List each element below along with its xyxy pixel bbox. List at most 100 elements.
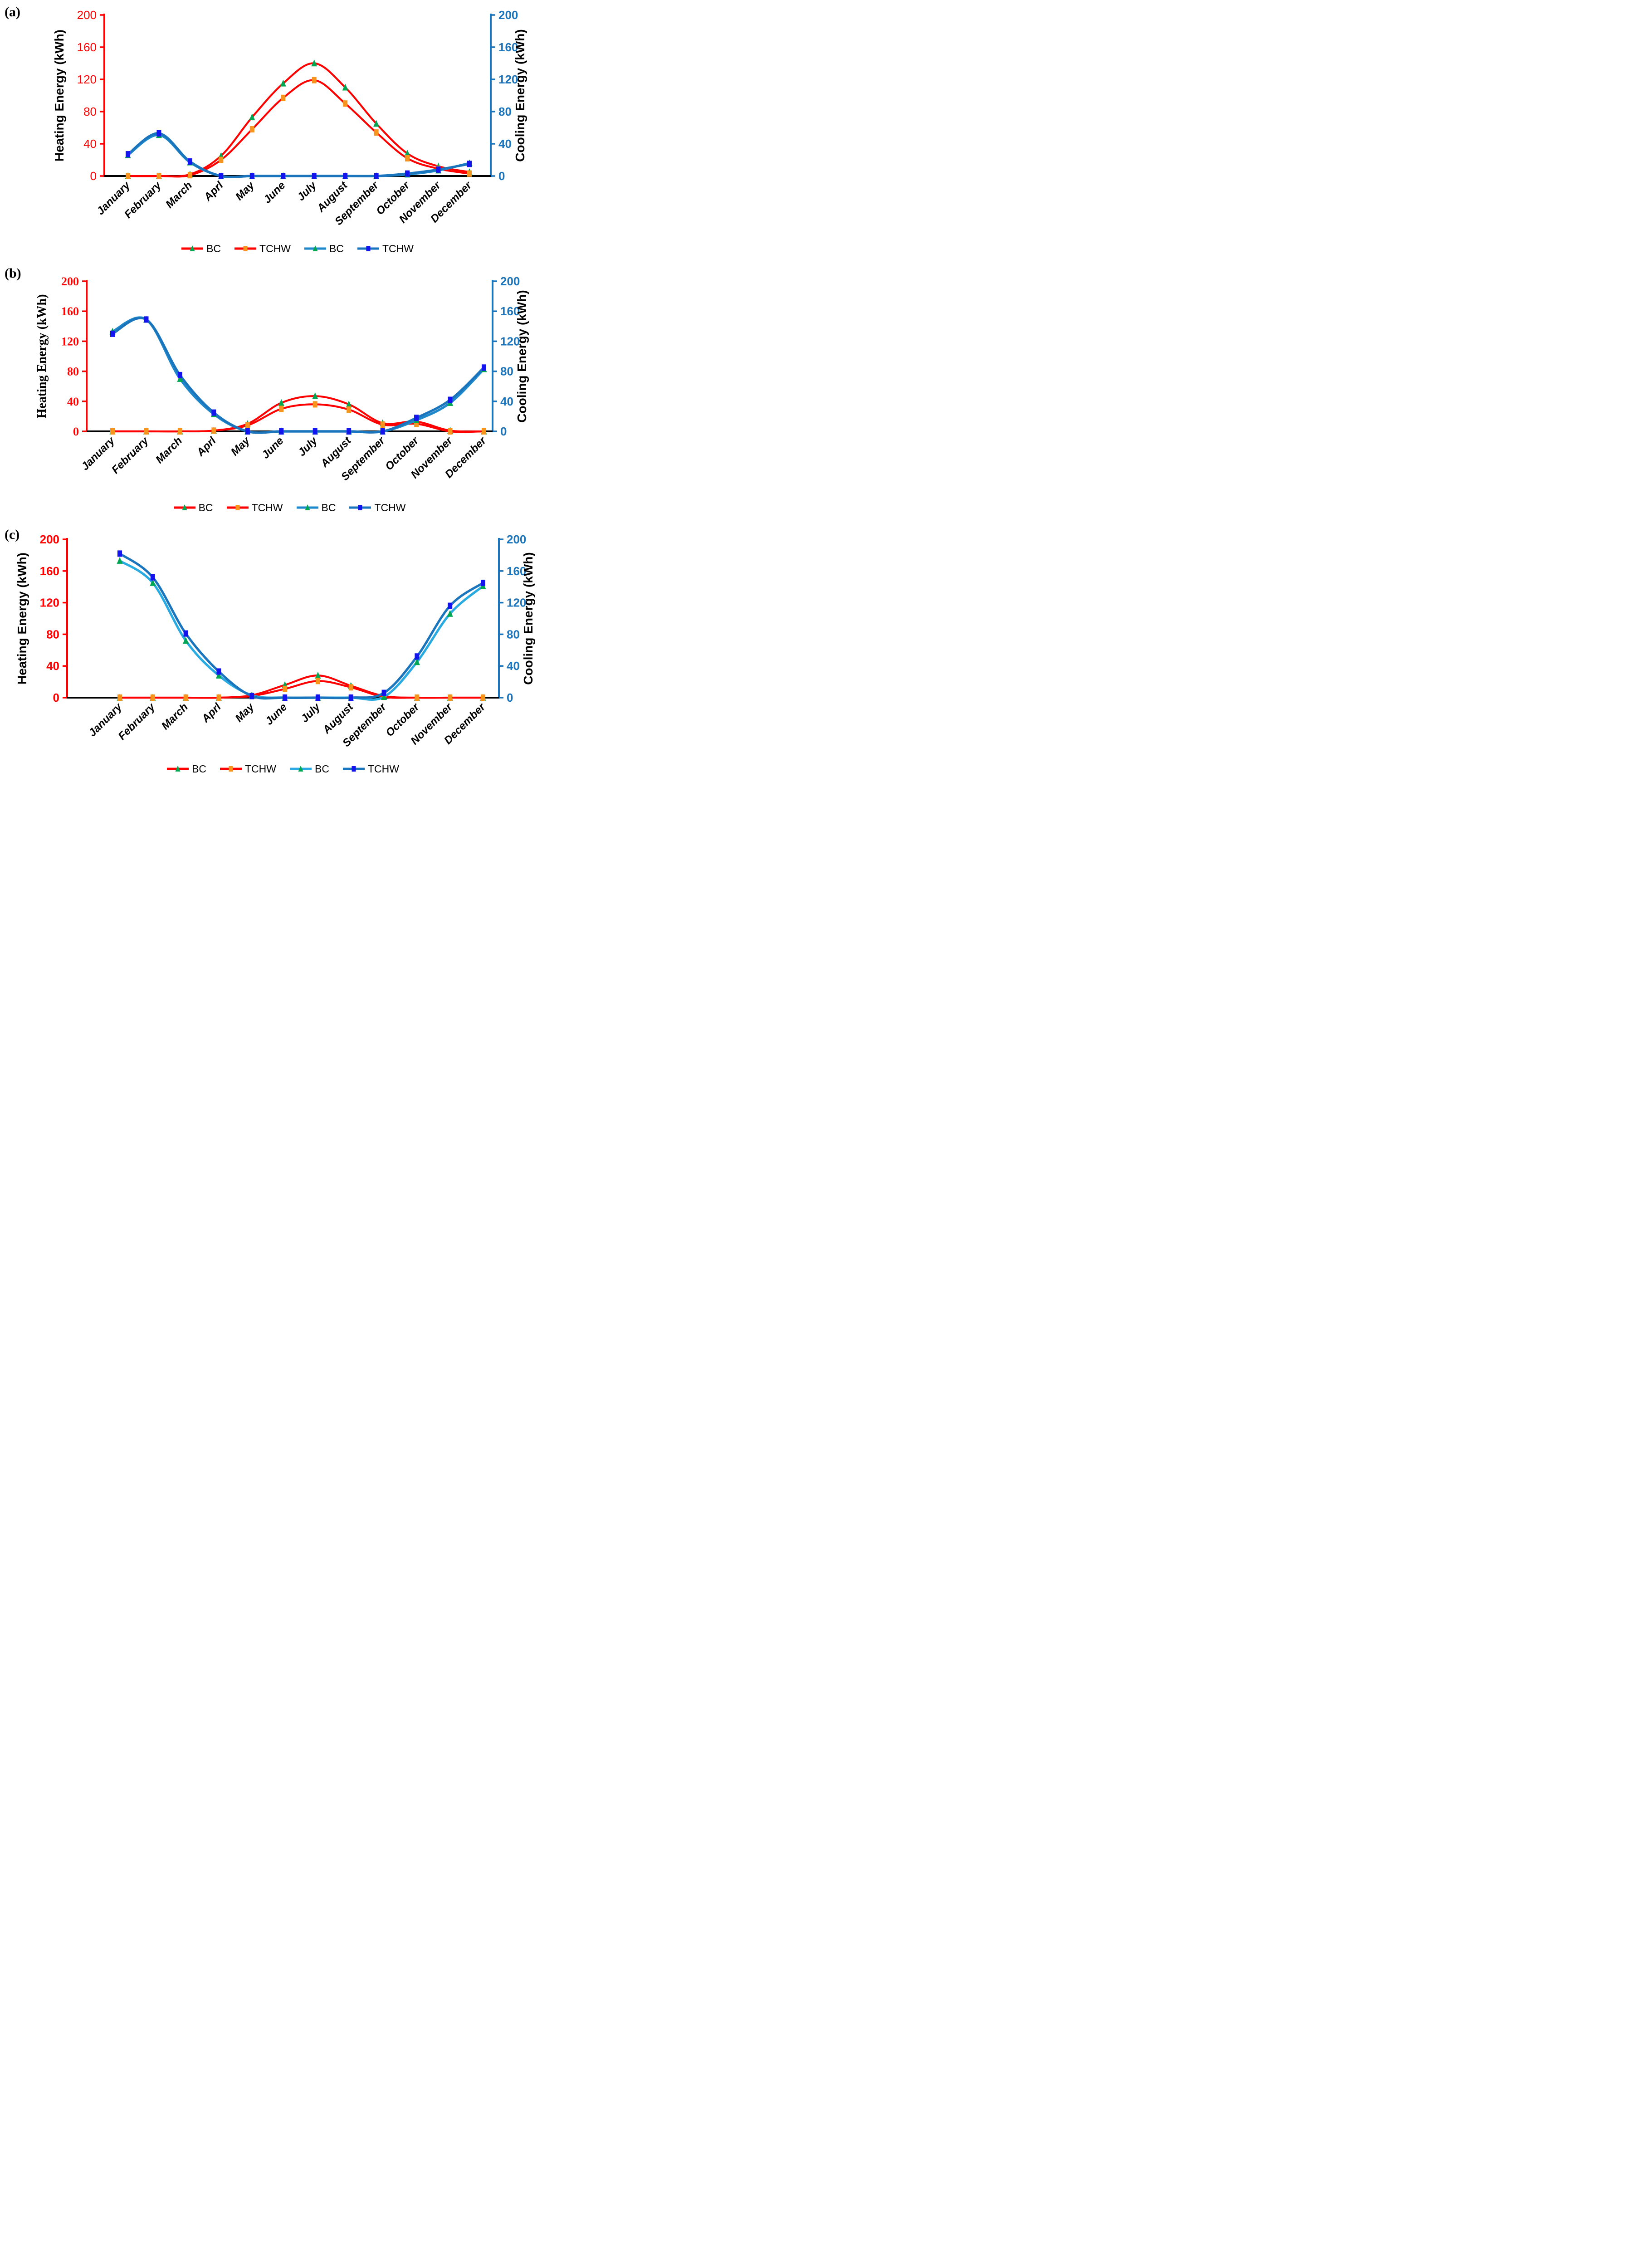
y-tick-right: 200 [498, 8, 518, 22]
data-point [126, 151, 130, 158]
y-tick-right: 120 [507, 596, 526, 610]
data-point [281, 94, 286, 101]
y-tick-right: 80 [498, 105, 512, 118]
month-label: July [296, 434, 320, 459]
data-point [311, 59, 317, 67]
data-point [374, 173, 379, 179]
data-point [312, 173, 317, 179]
legend-marker [235, 505, 240, 510]
y-axis-title-left: Heating Energy (kWh) [35, 294, 49, 419]
series-markers-cooling-tchw [126, 130, 472, 179]
legend-item-cooling-tchw: TCHW [357, 243, 414, 255]
legend-a: BC TCHW BC TCHW [104, 242, 491, 255]
y-tick-right: 160 [498, 40, 518, 54]
data-point [467, 161, 472, 167]
legend-label: BC [192, 763, 207, 775]
data-point [415, 653, 420, 660]
data-point [380, 428, 385, 435]
data-point [348, 694, 353, 701]
legend-marker [313, 245, 318, 251]
series-markers-cooling-tchw [110, 316, 486, 435]
series-markers-heating-tchw [110, 401, 486, 435]
data-point [249, 173, 254, 179]
data-point [211, 409, 216, 416]
data-point [216, 694, 221, 701]
legend-key-heating-bc-icon [173, 504, 195, 510]
month-label: Aprl [199, 700, 224, 725]
month-label: March [159, 701, 190, 732]
legend-key-heating-tchw-icon [226, 505, 249, 510]
panel-label-c: (c) [5, 527, 20, 542]
y-tick-left: 120 [61, 335, 79, 348]
legend-key-cooling-bc-icon [296, 504, 318, 510]
data-point [278, 399, 284, 406]
panel-b: (b) 0 0 40 40 80 80 120 120 160 160 200 200 January F… [0, 261, 545, 523]
series-markers-cooling-tchw [117, 550, 485, 701]
legend-label: TCHW [251, 501, 283, 513]
data-point [448, 602, 453, 609]
y-tick-right: 80 [500, 365, 513, 378]
y-tick-right: 160 [507, 564, 526, 578]
y-tick-left: 200 [40, 533, 59, 546]
data-point [313, 428, 317, 435]
y-tick-right: 0 [498, 169, 505, 183]
data-point [177, 375, 183, 382]
panel-label-a: (a) [5, 5, 20, 20]
data-point [380, 421, 385, 428]
data-point [347, 406, 352, 413]
month-label: February [116, 700, 158, 743]
data-point [183, 694, 188, 701]
data-point [150, 574, 155, 581]
legend-label: BC [198, 501, 213, 513]
y-tick-left: 200 [77, 8, 97, 22]
legend-key-heating-tchw-icon [234, 246, 257, 251]
legend-key-cooling-tchw-icon [349, 505, 371, 510]
data-point [404, 150, 410, 157]
data-point [219, 173, 224, 179]
data-point [373, 120, 380, 127]
series-line-cooling-tchw [118, 552, 484, 700]
data-point [348, 684, 353, 691]
series-line-cooling-tchw [111, 317, 485, 434]
data-point [448, 694, 453, 701]
legend-key-heating-bc-icon [167, 765, 189, 772]
data-point [177, 428, 182, 435]
data-point [283, 694, 288, 701]
data-point [343, 100, 348, 107]
data-point [216, 668, 221, 675]
y-axis-title-right: Cooling Energy (kWh) [513, 29, 527, 161]
y-tick-left: 40 [46, 659, 59, 673]
series-line-cooling-bc [127, 133, 471, 178]
series-markers-heating-bc [117, 671, 486, 701]
y-tick-right: 120 [498, 73, 518, 86]
month-label: June [261, 179, 288, 206]
data-point [245, 422, 250, 429]
series-line-heating-bc [127, 62, 471, 177]
data-point [347, 428, 352, 435]
legend-item-heating-bc: BC [173, 501, 213, 514]
data-point [177, 371, 182, 378]
data-point [313, 401, 317, 408]
data-point [283, 685, 288, 692]
data-point [187, 158, 192, 165]
y-tick-labels: 0 0 40 40 80 80 120 120 160 160 200 200 [40, 533, 527, 704]
data-point [150, 694, 155, 701]
data-point [126, 173, 130, 179]
legend-marker [305, 504, 310, 510]
data-point [249, 693, 254, 699]
y-tick-left: 80 [46, 627, 59, 641]
y-tick-right: 200 [507, 533, 526, 546]
data-point [117, 550, 122, 557]
month-label: February [109, 434, 151, 476]
month-label: July [295, 179, 319, 203]
data-point [280, 79, 286, 87]
y-axis-title-right: Cooling Energy (kWh) [515, 290, 529, 422]
month-label: May [233, 179, 257, 203]
legend-key-heating-bc-icon [181, 245, 204, 251]
y-tick-left: 80 [67, 365, 79, 378]
month-label: June [259, 435, 286, 461]
